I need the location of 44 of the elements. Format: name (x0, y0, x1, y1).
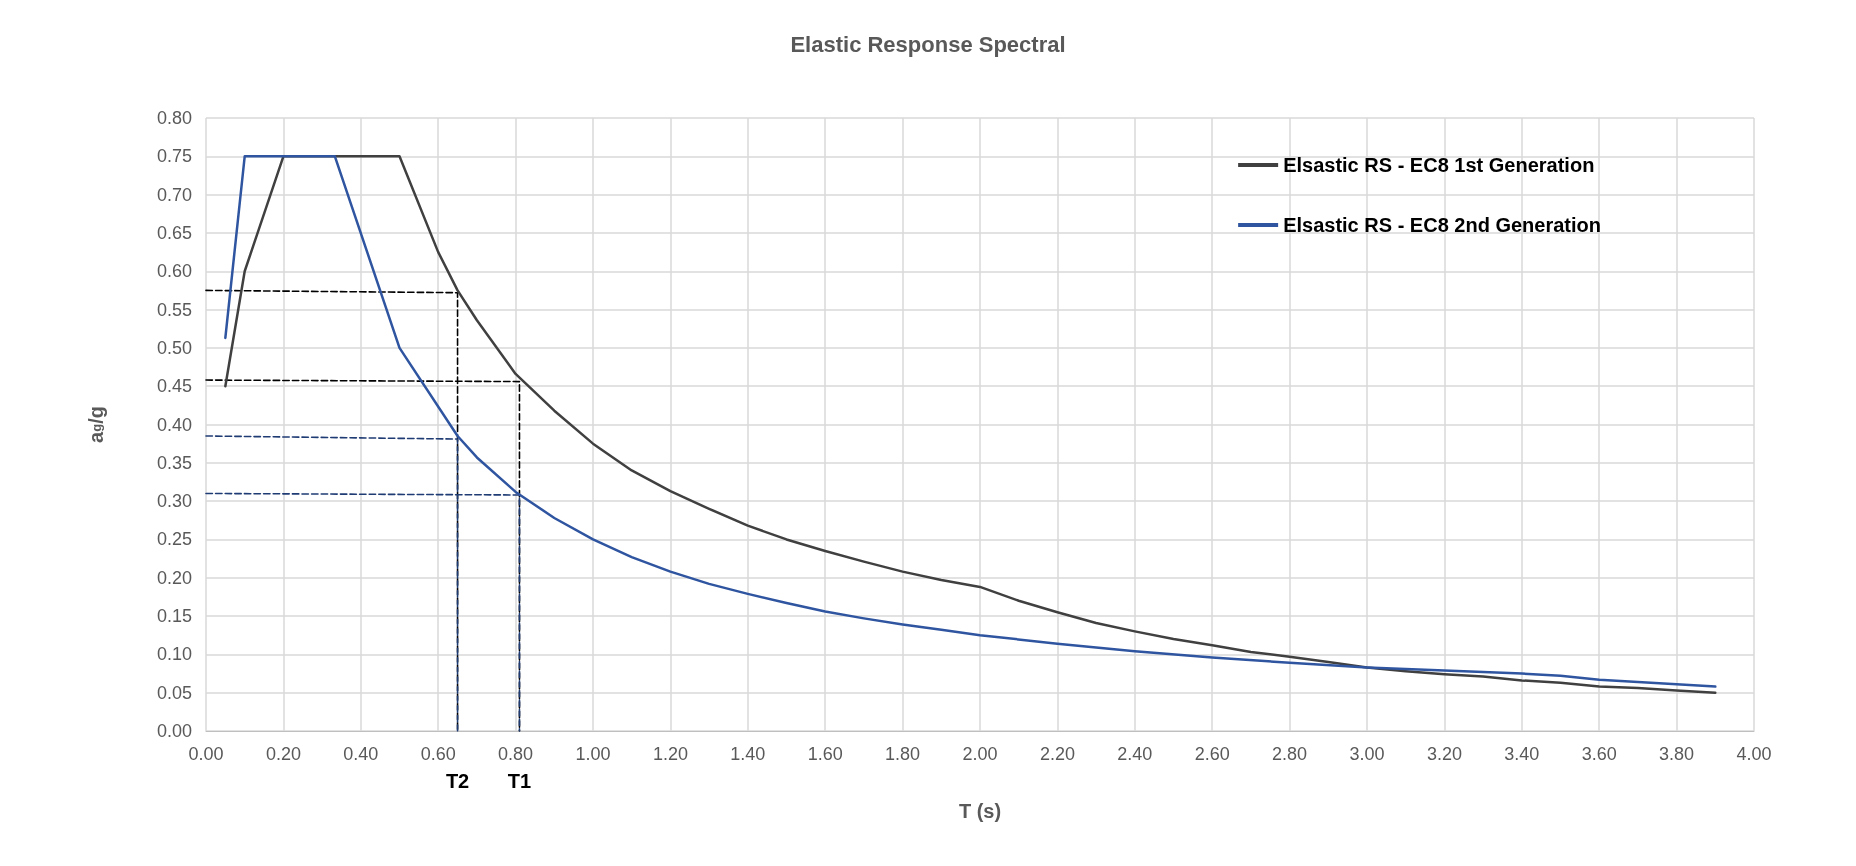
x-tick-label: 0.40 (343, 744, 379, 764)
y-tick-label: 0.70 (156, 184, 192, 205)
x-tick-label: 1.20 (652, 744, 688, 764)
x-tick-label: 0.80 (498, 744, 534, 764)
x-tick-label: 1.60 (807, 744, 843, 764)
y-tick-label: 0.40 (156, 414, 192, 435)
y-tick-label: 0.10 (156, 644, 192, 665)
x-tick-label: 3.20 (1426, 744, 1462, 764)
x-tick-label: 0.00 (188, 744, 224, 764)
x-tick-label: 0.20 (265, 744, 301, 764)
x-axis-title: T (s) (958, 800, 1002, 822)
y-tick-label: 0.75 (156, 146, 192, 167)
y-tick-label: 0.30 (156, 491, 192, 512)
y-tick-label: 0.05 (156, 682, 192, 703)
x-tick-label: 1.80 (885, 744, 921, 764)
x-tick-label: 2.20 (1039, 744, 1075, 764)
y-tick-label: 0.50 (156, 337, 192, 358)
x-tick-label: 2.40 (1117, 744, 1153, 764)
x-tick-label: 3.80 (1659, 744, 1695, 764)
x-tick-label: 4.00 (1736, 744, 1772, 764)
y-tick-label: 0.15 (156, 606, 192, 627)
y-tick-label: 0.45 (156, 376, 192, 397)
x-tick-label: 1.00 (575, 744, 611, 764)
y-tick-label: 0.35 (156, 452, 192, 473)
y-tick-label: 0.00 (156, 721, 192, 741)
x-tick-label: 3.60 (1581, 744, 1617, 764)
annotation: T2 (445, 770, 470, 792)
annotation: T1 (507, 770, 532, 792)
x-tick-label: 0.60 (420, 744, 456, 764)
legend-label: Elsastic RS - EC8 2nd Generation (1283, 214, 1601, 236)
y-tick-label: 0.25 (156, 529, 192, 550)
y-tick-label: 0.65 (156, 222, 192, 243)
x-tick-label: 3.40 (1504, 744, 1540, 764)
x-tick-label: 2.00 (962, 744, 998, 764)
y-tick-label: 0.20 (156, 567, 192, 588)
x-tick-label: 2.80 (1272, 744, 1308, 764)
chart-title: Elastic Response Spectral (790, 31, 1066, 57)
y-tick-label: 0.80 (156, 108, 192, 128)
legend-label: Elsastic RS - EC8 1st Generation (1283, 154, 1595, 176)
y-tick-label: 0.60 (156, 261, 192, 282)
y-tick-label: 0.55 (156, 299, 192, 320)
x-tick-label: 2.60 (1194, 744, 1230, 764)
x-tick-label: 1.40 (730, 744, 766, 764)
x-tick-label: 3.00 (1349, 744, 1385, 764)
